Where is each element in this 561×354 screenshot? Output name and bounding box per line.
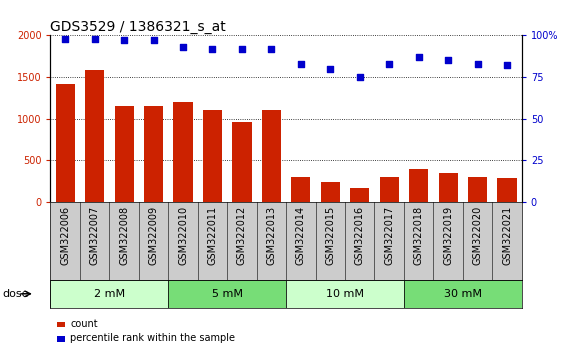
Bar (57, 322, 65, 327)
Text: GSM322015: GSM322015 (325, 206, 335, 265)
Text: 10 mM: 10 mM (326, 289, 364, 299)
Bar (439, 173, 458, 202)
Bar (114, 106, 134, 202)
Bar (409, 169, 428, 202)
Bar (168, 280, 286, 308)
Bar (203, 110, 222, 202)
Text: GSM322016: GSM322016 (355, 206, 365, 265)
Point (444, 57, 453, 63)
Point (61, 36, 70, 41)
Point (149, 38, 158, 43)
Text: 30 mM: 30 mM (444, 289, 482, 299)
Point (355, 74, 364, 80)
Bar (50, 280, 168, 308)
Point (296, 61, 305, 67)
Bar (232, 122, 251, 202)
Bar (380, 177, 399, 202)
Bar (286, 280, 404, 308)
Text: GSM322019: GSM322019 (443, 206, 453, 265)
Point (267, 46, 276, 52)
Point (473, 61, 482, 67)
Point (385, 61, 394, 67)
Text: GSM322010: GSM322010 (178, 206, 188, 265)
Bar (144, 106, 163, 202)
Text: GSM322021: GSM322021 (502, 206, 512, 265)
Text: GSM322007: GSM322007 (90, 206, 100, 265)
Text: 5 mM: 5 mM (211, 289, 243, 299)
Bar (498, 178, 517, 202)
Text: GSM322011: GSM322011 (208, 206, 218, 265)
Text: GSM322014: GSM322014 (296, 206, 306, 265)
Bar (350, 188, 369, 202)
Text: GSM322020: GSM322020 (472, 206, 482, 265)
Bar (262, 110, 281, 202)
Point (237, 46, 246, 52)
Point (414, 54, 423, 60)
Text: GSM322017: GSM322017 (384, 206, 394, 265)
Point (119, 38, 128, 43)
Text: GSM322012: GSM322012 (237, 206, 247, 265)
Text: GDS3529 / 1386321_s_at: GDS3529 / 1386321_s_at (50, 21, 226, 34)
Bar (85, 69, 104, 202)
Bar (291, 177, 310, 202)
Bar (57, 336, 65, 342)
Text: GSM322013: GSM322013 (266, 206, 277, 265)
Text: count: count (70, 319, 98, 329)
Point (178, 44, 187, 50)
Text: dose: dose (3, 289, 29, 299)
Text: percentile rank within the sample: percentile rank within the sample (70, 333, 235, 343)
Point (503, 63, 512, 68)
Text: 2 mM: 2 mM (94, 289, 125, 299)
Text: GSM322009: GSM322009 (149, 206, 159, 265)
Bar (56, 84, 75, 202)
Point (90, 36, 99, 41)
Point (326, 66, 335, 72)
Bar (321, 182, 340, 202)
Bar (173, 102, 192, 202)
Text: GSM322018: GSM322018 (413, 206, 424, 265)
Text: GSM322006: GSM322006 (60, 206, 70, 265)
Bar (468, 177, 487, 202)
Text: GSM322008: GSM322008 (119, 206, 129, 265)
Bar (404, 280, 522, 308)
Point (208, 46, 217, 52)
